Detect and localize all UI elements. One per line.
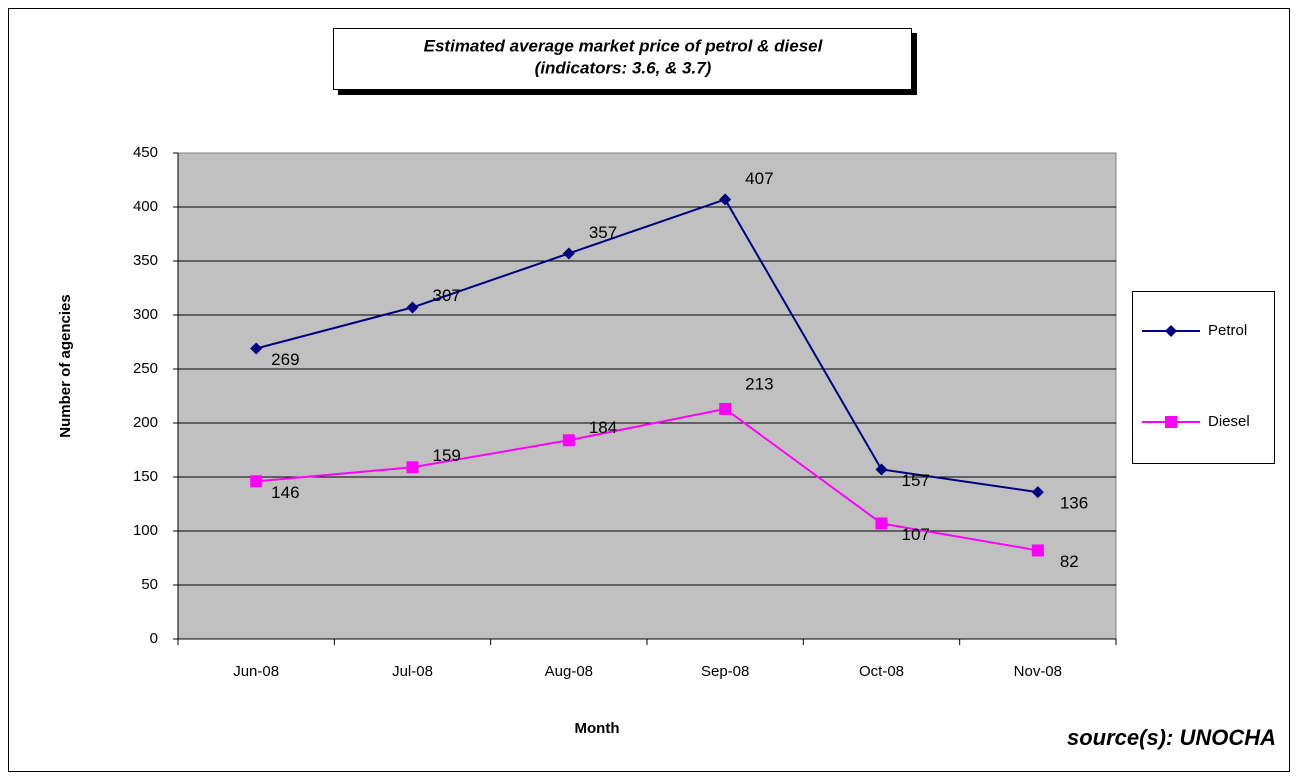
data-label: 82	[1060, 552, 1079, 571]
y-tick-label: 250	[133, 360, 158, 377]
legend-marker	[1165, 325, 1177, 337]
data-point	[562, 247, 575, 260]
data-label: 307	[433, 286, 461, 305]
legend-label: Petrol	[1208, 322, 1247, 339]
x-tick-label: Nov-08	[1014, 663, 1062, 680]
x-axis-label: Month	[575, 720, 620, 737]
plot-area	[177, 152, 1117, 640]
y-tick-label: 150	[133, 468, 158, 485]
data-point	[406, 461, 419, 474]
y-tick-label: 0	[150, 630, 158, 647]
series-line	[256, 407, 1039, 552]
y-tick-label: 450	[133, 144, 158, 161]
data-label: 184	[589, 418, 617, 437]
data-point	[406, 301, 419, 314]
x-tick-label: Sep-08	[701, 663, 749, 680]
data-label: 107	[902, 525, 930, 544]
data-point	[875, 517, 888, 530]
data-point	[1031, 544, 1044, 557]
data-label: 146	[271, 483, 299, 502]
series-line	[255, 198, 1038, 494]
legend-label: Diesel	[1208, 413, 1250, 430]
data-label: 213	[745, 374, 773, 393]
data-point	[875, 463, 888, 476]
data-label: 357	[589, 223, 617, 242]
data-point	[1031, 486, 1044, 499]
legend-marker	[1165, 416, 1177, 428]
chart-title: Estimated average market price of petrol…	[424, 36, 824, 55]
y-tick-label: 50	[141, 576, 158, 593]
y-tick-label: 200	[133, 414, 158, 431]
chart-subtitle: (indicators: 3.6, & 3.7)	[535, 58, 712, 77]
y-tick-label: 350	[133, 252, 158, 269]
data-label: 269	[271, 350, 299, 369]
data-point	[719, 193, 732, 206]
x-tick-label: Aug-08	[545, 663, 593, 680]
data-point	[250, 342, 263, 355]
data-label: 157	[902, 471, 930, 490]
legend	[1132, 291, 1275, 464]
x-tick-label: Jul-08	[392, 663, 433, 680]
source: source(s): UNOCHA	[1067, 725, 1276, 750]
data-point	[562, 434, 575, 447]
data-label: 136	[1060, 494, 1088, 513]
data-label: 159	[433, 446, 461, 465]
y-tick-label: 100	[133, 522, 158, 539]
x-tick-label: Oct-08	[859, 663, 904, 680]
data-point	[250, 475, 263, 488]
data-label: 407	[745, 169, 773, 188]
data-point	[719, 402, 732, 415]
y-tick-label: 400	[133, 198, 158, 215]
title-box	[333, 28, 912, 90]
x-tick-label: Jun-08	[233, 663, 279, 680]
y-axis-label: Number of agencies	[57, 294, 74, 437]
y-tick-label: 300	[133, 306, 158, 323]
